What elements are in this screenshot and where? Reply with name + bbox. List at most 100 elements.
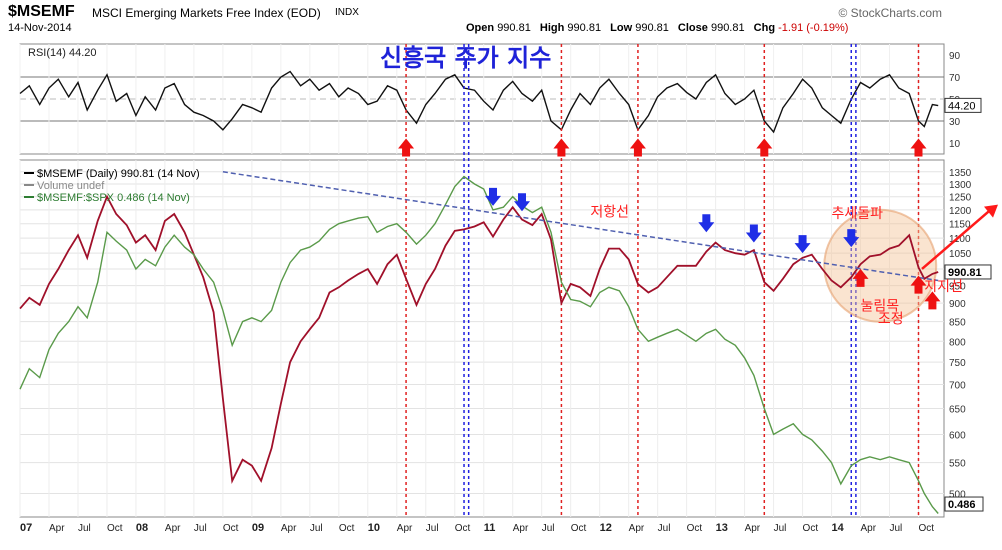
x-tick-label: Apr	[513, 523, 529, 534]
rsi-series-line-0	[19, 70, 939, 134]
price-tick-label: 900	[949, 299, 966, 310]
price-series-line-0	[19, 194, 939, 484]
annotation-label: 눌림목	[861, 298, 900, 314]
price-frame-rect	[19, 159, 945, 518]
x-tick-label: Apr	[49, 523, 65, 534]
rsi-y-axis: 103050709044.20	[944, 51, 982, 150]
price-tick-label: 1350	[949, 168, 972, 179]
x-tick-label: Apr	[165, 523, 181, 534]
x-tick-label: Apr	[397, 523, 413, 534]
index-subtitle: MSCI Emerging Markets Free Index (EOD)	[92, 6, 321, 20]
x-tick-label: Oct	[107, 523, 123, 534]
price-blue-down-arrow	[843, 229, 860, 248]
chg-label: Chg	[753, 22, 776, 34]
price-tick-label: 950	[949, 282, 966, 293]
price-series	[19, 175, 939, 514]
annotation-label: 추세돌파	[832, 206, 884, 222]
rsi-legend: RSI(14) 44.20	[28, 47, 96, 59]
x-tick-label: Oct	[571, 523, 587, 534]
breakout-arrow-line	[921, 207, 993, 270]
annotation-label: 저항선	[590, 205, 629, 221]
x-tick-label: Jul	[658, 523, 671, 534]
close-value: 990.81	[710, 22, 745, 34]
x-tick-label: 08	[136, 522, 148, 534]
rsi-red-up-arrow	[398, 138, 415, 157]
annotation-arrows	[398, 138, 998, 310]
price-tick-label: 1250	[949, 193, 972, 204]
open-value: 990.81	[497, 22, 531, 34]
high-label: High	[539, 22, 565, 34]
x-tick-label: 14	[832, 522, 845, 534]
x-tick-label: Apr	[281, 523, 297, 534]
rsi-last-value-box	[944, 97, 982, 113]
price-tick-label: 600	[949, 430, 966, 441]
price-last-value: 990.81	[948, 267, 982, 279]
x-tick-label: Oct	[223, 523, 239, 534]
price-legend-entry: $MSEMF:$SPX 0.486 (14 Nov)	[37, 192, 190, 204]
chart-date: 14-Nov-2014	[8, 22, 72, 34]
rsi-red-up-arrow	[553, 138, 570, 157]
x-tick-label: Jul	[78, 523, 91, 534]
x-axis: 07 Apr Jul Oct 08 Apr Jul Oct 09 Apr Jul Oct 10 Apr Ju…	[20, 522, 934, 534]
price-legend-entry: $MSEMF (Daily) 990.81 (14 Nov)	[37, 168, 200, 180]
low-value: 990.81	[635, 22, 669, 34]
x-tick-label: 07	[20, 522, 32, 534]
x-tick-label: 09	[252, 522, 264, 534]
price-tick-label: 550	[949, 459, 966, 470]
x-tick-label: Apr	[629, 523, 645, 534]
price-blue-down-arrow	[698, 214, 715, 233]
price-red-up-arrow	[910, 275, 927, 294]
close-label: Close	[677, 22, 708, 34]
x-tick-label: Oct	[803, 523, 819, 534]
price-red-up-arrow	[852, 268, 869, 287]
x-tick-label: Jul	[542, 523, 555, 534]
x-tick-label: 12	[600, 522, 612, 534]
x-tick-label: Oct	[918, 523, 934, 534]
price-tick-label: 650	[949, 405, 966, 416]
annotation-label: 지지선	[924, 279, 963, 295]
rsi-tick-label: 90	[949, 51, 961, 62]
ohlc-readout: Open 990.81 High 990.81 Low 990.81 Close…	[460, 22, 848, 34]
price-legend-entry: Volume undef	[37, 180, 105, 192]
price-tick-label: 500	[949, 489, 966, 500]
price-tick-label: 750	[949, 358, 966, 369]
price-gridlines	[19, 160, 944, 517]
chg-value: -1.91 (-0.19%)	[778, 22, 849, 34]
rsi-series	[19, 70, 939, 134]
legends: RSI(14) 44.20 $MSEMF (Daily) 990.81 (14 N…	[24, 47, 200, 204]
symbol-title: $MSEMF	[8, 3, 75, 20]
price-blue-down-arrow	[745, 224, 762, 243]
price-tick-label: 800	[949, 337, 966, 348]
x-tick-label: 11	[484, 522, 496, 534]
price-tick-label: 1100	[949, 234, 971, 245]
x-tick-label: 10	[368, 522, 380, 534]
price-panel-frame	[19, 159, 945, 518]
price-tick-label: 1200	[949, 206, 972, 217]
exchange-label: INDX	[335, 7, 359, 18]
x-tick-label: Oct	[339, 523, 355, 534]
breakout-arrow-head	[984, 204, 998, 218]
price-blue-down-arrow	[513, 193, 530, 212]
x-tick-label: Jul	[310, 523, 323, 534]
ratio-last-value-box	[944, 496, 984, 512]
low-label: Low	[610, 22, 633, 34]
price-blue-down-arrow	[485, 187, 502, 206]
x-tick-label: Jul	[426, 523, 439, 534]
rsi-tick-label: 10	[949, 139, 961, 150]
rsi-last-value: 44.20	[948, 100, 976, 112]
resistance-line	[222, 171, 939, 282]
x-tick-label: Jul	[194, 523, 207, 534]
price-tick-label: 1150	[949, 220, 971, 231]
x-tick-label: Jul	[774, 523, 787, 534]
price-tick-label: 700	[949, 381, 966, 392]
price-blue-down-arrow	[794, 235, 811, 254]
rsi-red-up-arrow	[629, 138, 646, 157]
rsi-red-up-arrow	[756, 138, 773, 157]
rsi-red-up-arrow	[910, 138, 927, 157]
price-y-axis: 5005506006507007508008509009501000105011…	[944, 168, 992, 512]
rsi-tick-label: 70	[949, 73, 961, 84]
resistance-trendline	[222, 171, 939, 282]
price-red-up-arrow	[924, 291, 941, 310]
